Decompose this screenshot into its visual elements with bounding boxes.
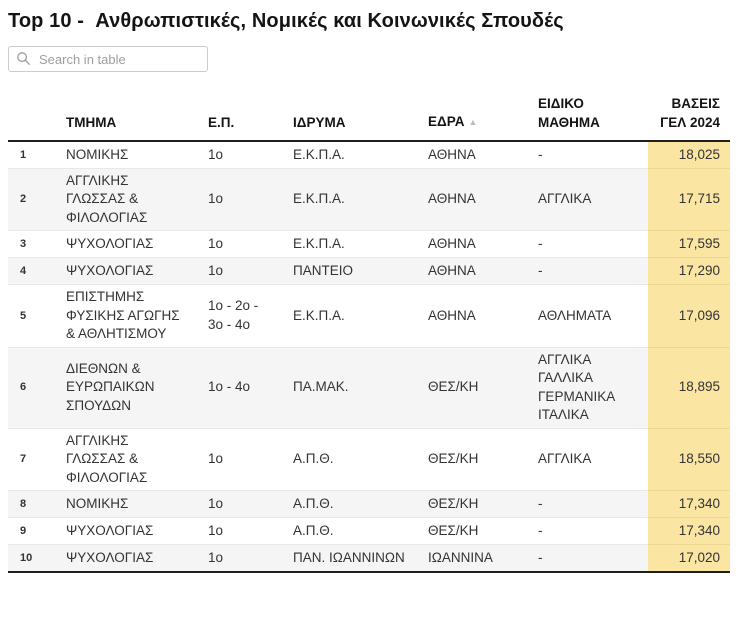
cell-tmima: ΝΟΜΙΚΗΣ: [56, 490, 198, 518]
table-row: 8 ΝΟΜΙΚΗΣ 1ο Α.Π.Θ. ΘΕΣ/ΚΗ -17,340: [8, 490, 730, 518]
cell-edra: ΑΘΗΝΑ: [418, 230, 528, 258]
column-header-ep[interactable]: Ε.Π.: [198, 89, 283, 142]
cell-tmima: ΑΓΓΛΙΚΗΣ ΓΛΩΣΣΑΣ & ΦΙΛΟΛΟΓΙΑΣ: [56, 428, 198, 491]
cell-tmima: ΨΥΧΟΛΟΓΙΑΣ: [56, 257, 198, 285]
table-row: 6 ΔΙΕΘΝΩΝ & ΕΥΡΩΠΑΙΚΩΝ ΣΠΟΥΔΩΝ 1ο - 4ο ΠΑ.Μ…: [8, 347, 730, 429]
cell-edra: ΘΕΣ/ΚΗ: [418, 517, 528, 545]
page: Top 10 - Ανθρωπιστικές, Νομικές και Κοιν…: [8, 10, 730, 573]
table-row: 10 ΨΥΧΟΛΟΓΙΑΣ 1ο ΠΑΝ. ΙΩΑΝΝΙΝΩΝ ΙΩΑΝΝΙΝΑ -17,…: [8, 544, 730, 573]
table-row: 2 ΑΓΓΛΙΚΗΣ ΓΛΩΣΣΑΣ & ΦΙΛΟΛΟΓΙΑΣ 1ο Ε.Κ.Π.Α.…: [8, 168, 730, 231]
cell-vaseis: 17,715: [648, 168, 730, 231]
cell-edra: ΑΘΗΝΑ: [418, 257, 528, 285]
cell-ep: 1ο - 2ο - 3ο - 4ο: [198, 284, 283, 348]
cell-tmima: ΨΥΧΟΛΟΓΙΑΣ: [56, 517, 198, 545]
cell-tmima: ΔΙΕΘΝΩΝ & ΕΥΡΩΠΑΙΚΩΝ ΣΠΟΥΔΩΝ: [56, 347, 198, 429]
cell-vaseis: 17,340: [648, 517, 730, 545]
cell-ep: 1ο: [198, 141, 283, 169]
search-input[interactable]: [8, 46, 208, 72]
table-row: 5 ΕΠΙΣΤΗΜΗΣ ΦΥΣΙΚΗΣ ΑΓΩΓΗΣ & ΑΘΛΗΤΙΣΜΟΥ 1ο…: [8, 284, 730, 348]
cell-edra: ΙΩΑΝΝΙΝΑ: [418, 544, 528, 573]
cell-edra: ΑΘΗΝΑ: [418, 284, 528, 348]
cell-vaseis: 17,020: [648, 544, 730, 573]
cell-edra: ΑΘΗΝΑ: [418, 168, 528, 231]
cell-eidiko: -: [528, 257, 648, 285]
cell-vaseis: 18,895: [648, 347, 730, 429]
cell-rank: 6: [8, 347, 56, 429]
rankings-table: ΤΜΗΜΑ Ε.Π. ΙΔΡΥΜΑ ΕΔΡΑ ▲ ΕΙΔΙΚΟ ΜΑΘΗΜΑ ΒΑ…: [8, 89, 730, 573]
cell-tmima: ΝΟΜΙΚΗΣ: [56, 141, 198, 169]
cell-tmima: ΨΥΧΟΛΟΓΙΑΣ: [56, 544, 198, 573]
cell-idryma: Α.Π.Θ.: [283, 490, 418, 518]
cell-rank: 8: [8, 490, 56, 518]
page-title: Top 10 - Ανθρωπιστικές, Νομικές και Κοιν…: [8, 10, 564, 32]
cell-tmima: ΑΓΓΛΙΚΗΣ ΓΛΩΣΣΑΣ & ΦΙΛΟΛΟΓΙΑΣ: [56, 168, 198, 231]
column-header-tmima[interactable]: ΤΜΗΜΑ: [56, 89, 198, 142]
cell-idryma: ΠΑΝ. ΙΩΑΝΝΙΝΩΝ: [283, 544, 418, 573]
cell-ep: 1ο - 4ο: [198, 347, 283, 429]
cell-idryma: Ε.Κ.Π.Α.: [283, 230, 418, 258]
column-header-edra-label: ΕΔΡΑ: [428, 113, 465, 129]
cell-vaseis: 17,096: [648, 284, 730, 348]
cell-eidiko: -: [528, 490, 648, 518]
table-body: 1 ΝΟΜΙΚΗΣ 1ο Ε.Κ.Π.Α. ΑΘΗΝΑ -18,025 2 ΑΓΓΛΙΚΗΣ …: [8, 141, 730, 573]
table-row: 9 ΨΥΧΟΛΟΓΙΑΣ 1ο Α.Π.Θ. ΘΕΣ/ΚΗ -17,340: [8, 517, 730, 545]
cell-ep: 1ο: [198, 490, 283, 518]
cell-idryma: ΠΑΝΤΕΙΟ: [283, 257, 418, 285]
cell-idryma: Α.Π.Θ.: [283, 517, 418, 545]
cell-tmima: ΕΠΙΣΤΗΜΗΣ ΦΥΣΙΚΗΣ ΑΓΩΓΗΣ & ΑΘΛΗΤΙΣΜΟΥ: [56, 284, 198, 348]
cell-vaseis: 17,290: [648, 257, 730, 285]
cell-rank: 10: [8, 544, 56, 573]
cell-edra: ΑΘΗΝΑ: [418, 141, 528, 169]
table-row: 3 ΨΥΧΟΛΟΓΙΑΣ 1ο Ε.Κ.Π.Α. ΑΘΗΝΑ -17,595: [8, 230, 730, 258]
cell-eidiko: ΑΘΛΗΜΑΤΑ: [528, 284, 648, 348]
cell-rank: 3: [8, 230, 56, 258]
cell-rank: 7: [8, 428, 56, 491]
cell-rank: 1: [8, 141, 56, 169]
cell-rank: 5: [8, 284, 56, 348]
cell-vaseis: 17,595: [648, 230, 730, 258]
header-row: ΤΜΗΜΑ Ε.Π. ΙΔΡΥΜΑ ΕΔΡΑ ▲ ΕΙΔΙΚΟ ΜΑΘΗΜΑ ΒΑ…: [8, 89, 730, 142]
cell-vaseis: 18,550: [648, 428, 730, 491]
cell-eidiko: -: [528, 141, 648, 169]
cell-ep: 1ο: [198, 168, 283, 231]
table-row: 7 ΑΓΓΛΙΚΗΣ ΓΛΩΣΣΑΣ & ΦΙΛΟΛΟΓΙΑΣ 1ο Α.Π.Θ. ΘΕ…: [8, 428, 730, 491]
cell-rank: 2: [8, 168, 56, 231]
table-row: 1 ΝΟΜΙΚΗΣ 1ο Ε.Κ.Π.Α. ΑΘΗΝΑ -18,025: [8, 141, 730, 169]
cell-idryma: Ε.Κ.Π.Α.: [283, 284, 418, 348]
cell-idryma: Ε.Κ.Π.Α.: [283, 168, 418, 231]
cell-ep: 1ο: [198, 230, 283, 258]
cell-eidiko: -: [528, 230, 648, 258]
sort-asc-icon: ▲: [468, 116, 478, 127]
cell-vaseis: 17,340: [648, 490, 730, 518]
column-header-rank[interactable]: [8, 89, 56, 142]
cell-eidiko: -: [528, 517, 648, 545]
cell-tmima: ΨΥΧΟΛΟΓΙΑΣ: [56, 230, 198, 258]
column-header-edra[interactable]: ΕΔΡΑ ▲: [418, 89, 528, 142]
table-row: 4 ΨΥΧΟΛΟΓΙΑΣ 1ο ΠΑΝΤΕΙΟ ΑΘΗΝΑ -17,290: [8, 257, 730, 285]
cell-ep: 1ο: [198, 257, 283, 285]
cell-edra: ΘΕΣ/ΚΗ: [418, 347, 528, 429]
cell-ep: 1ο: [198, 428, 283, 491]
cell-eidiko: ΑΓΓΛΙΚΑ: [528, 168, 648, 231]
cell-idryma: ΠΑ.ΜΑΚ.: [283, 347, 418, 429]
column-header-idryma[interactable]: ΙΔΡΥΜΑ: [283, 89, 418, 142]
search-box: [8, 46, 208, 72]
cell-eidiko: -: [528, 544, 648, 573]
cell-vaseis: 18,025: [648, 141, 730, 169]
cell-idryma: Α.Π.Θ.: [283, 428, 418, 491]
cell-idryma: Ε.Κ.Π.Α.: [283, 141, 418, 169]
cell-edra: ΘΕΣ/ΚΗ: [418, 428, 528, 491]
column-header-eidiko-mathima[interactable]: ΕΙΔΙΚΟ ΜΑΘΗΜΑ: [528, 89, 648, 142]
cell-rank: 4: [8, 257, 56, 285]
cell-ep: 1ο: [198, 517, 283, 545]
cell-eidiko: ΑΓΓΛΙΚΑ: [528, 428, 648, 491]
column-header-vaseis-gel-2024[interactable]: ΒΑΣΕΙΣ ΓΕΛ 2024: [648, 89, 730, 142]
cell-ep: 1ο: [198, 544, 283, 573]
cell-eidiko: ΑΓΓΛΙΚΑ ΓΑΛΛΙΚΑ ΓΕΡΜΑΝΙΚΑ ΙΤΑΛΙΚΑ: [528, 347, 648, 429]
cell-edra: ΘΕΣ/ΚΗ: [418, 490, 528, 518]
cell-rank: 9: [8, 517, 56, 545]
